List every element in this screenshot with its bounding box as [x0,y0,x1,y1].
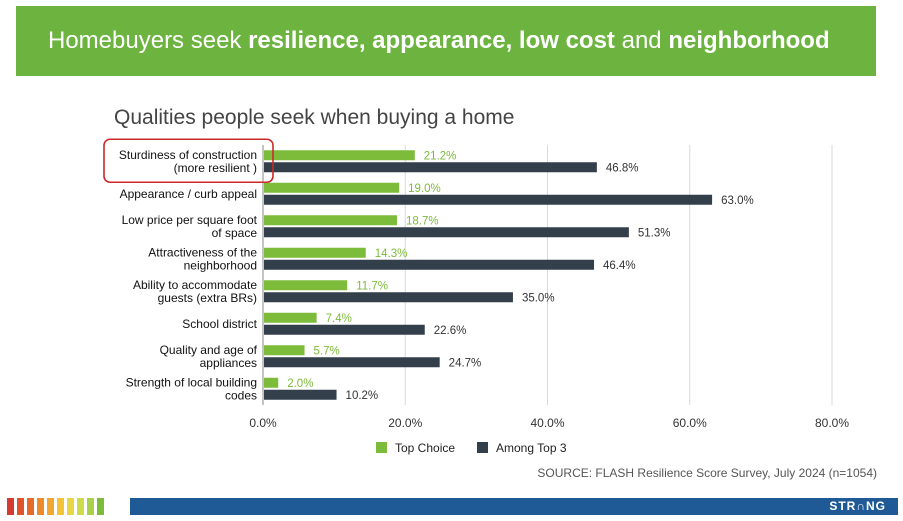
category-label: Strength of local building [126,375,257,389]
category-label: Quality and age of [160,343,258,357]
bar-top-choice [264,247,366,258]
footer-bar: STR∩NG [130,498,898,515]
brand-logo: STR∩NG [829,499,886,513]
category-label: Appearance / curb appeal [120,187,257,201]
category-label: (more resilient ) [174,161,257,175]
bar-among-top3 [264,389,337,400]
color-stripe [7,498,14,515]
bar-top-choice [264,215,398,226]
category-label: Sturdiness of construction [119,148,257,162]
bar-top-choice [264,280,348,291]
bar-among-top3 [264,324,425,335]
data-label: 7.4% [326,313,352,325]
color-stripe [47,498,54,515]
color-stripe [57,498,64,515]
data-label: 14.3% [375,248,408,260]
legend-label: Among Top 3 [496,441,567,455]
category-label: Ability to accommodate [133,278,257,292]
legend-label: Top Choice [395,441,455,455]
data-label: 11.7% [356,280,388,292]
data-label: 5.7% [314,345,340,357]
category-label: appliances [200,356,257,370]
data-label: 22.6% [434,325,467,337]
bar-chart: 0.0% 20.0% 40.0% 60.0% 80.0% Sturdiness of co… [103,138,849,455]
category-label: guests (extra BRs) [158,291,257,305]
data-label: 46.4% [603,260,636,272]
banner-title-part: resilience, appearance, low cost [248,27,615,54]
bar-top-choice [264,345,305,356]
source-note: SOURCE: FLASH Resilience Score Survey, J… [537,466,877,480]
x-tick-label: 60.0% [673,416,707,430]
color-stripe [17,498,24,515]
category-label: Low price per square foot [122,213,258,227]
category-label: Attractiveness of the [148,245,257,259]
header-banner: Homebuyers seek resilience, appearance, … [16,6,876,76]
data-label: 51.3% [638,227,671,239]
color-stripe [67,498,74,515]
chart-title: Qualities people seek when buying a home [114,106,515,129]
banner-title-part: and [614,27,669,54]
data-label: 21.2% [424,150,457,162]
bar-among-top3 [264,357,440,368]
data-label: 46.8% [606,162,639,174]
highlight-box [103,138,274,184]
x-tick-label: 0.0% [249,416,277,430]
data-label: 18.7% [406,215,439,227]
color-stripes [7,498,107,515]
color-stripe [27,498,34,515]
bar-among-top3 [264,162,597,173]
bar-top-choice [264,182,400,193]
legend-swatch-among-top3 [477,442,488,453]
bar-among-top3 [264,259,595,270]
color-stripe [87,498,94,515]
color-stripe [97,498,104,515]
category-label: neighborhood [184,258,257,272]
color-stripe [77,498,84,515]
bar-top-choice [264,150,415,161]
bar-top-choice [264,377,279,388]
bar-among-top3 [264,292,513,303]
category-label: of space [212,226,258,240]
data-label: 24.7% [449,357,482,369]
bar-among-top3 [264,194,713,205]
legend-swatch-top-choice [376,442,387,453]
x-tick-label: 40.0% [530,416,564,430]
x-tick-label: 20.0% [388,416,422,430]
banner-title-part: Homebuyers seek [48,27,249,54]
data-label: 19.0% [408,183,441,195]
banner-title-part: neighborhood [668,27,830,54]
data-label: 63.0% [721,195,754,207]
x-tick-label: 80.0% [815,416,849,430]
category-label: codes [225,388,257,402]
data-label: 2.0% [287,378,313,390]
banner-title: Homebuyers seek resilience, appearance, … [48,27,830,55]
bar-among-top3 [264,227,629,238]
category-label: School district [182,317,257,331]
data-label: 10.2% [346,390,379,402]
data-label: 35.0% [522,292,555,304]
color-stripe [37,498,44,515]
bar-top-choice [264,312,317,323]
